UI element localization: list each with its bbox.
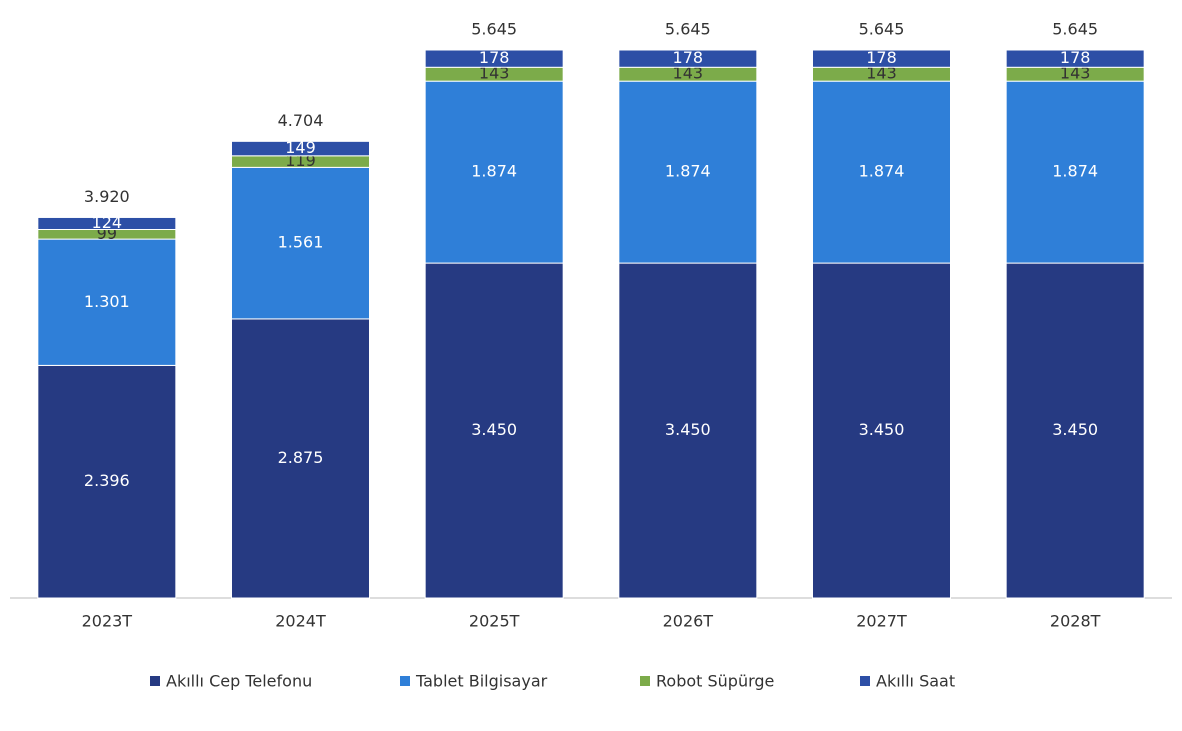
total-label: 5.645: [665, 20, 711, 39]
x-tick-label: 2027T: [856, 612, 907, 631]
data-label: 178: [479, 48, 510, 67]
total-label: 5.645: [1052, 20, 1098, 39]
legend-label: Tablet Bilgisayar: [415, 672, 548, 691]
total-label: 5.645: [471, 20, 517, 39]
data-label: 1.874: [859, 162, 905, 181]
bar-segment: [37, 364, 177, 599]
bar-segment: [618, 80, 758, 264]
data-label: 1.874: [1052, 162, 1098, 181]
bar-segment: [424, 49, 564, 68]
data-label: 149: [285, 138, 316, 157]
data-label: 124: [92, 213, 123, 232]
bar-segment: [231, 318, 370, 599]
data-label: 1.874: [665, 162, 711, 181]
legend-label: Robot Süpürge: [656, 672, 774, 691]
data-label: 143: [479, 64, 510, 83]
x-tick-label: 2028T: [1050, 612, 1101, 631]
bar-segment: [618, 49, 758, 68]
bar-segment: [37, 216, 177, 230]
data-label: 1.301: [84, 292, 130, 311]
x-tick-label: 2025T: [469, 612, 520, 631]
bar-segment: [812, 262, 951, 599]
data-label: 2.396: [84, 471, 130, 490]
data-label: 143: [866, 64, 897, 83]
legend-label: Akıllı Cep Telefonu: [166, 672, 312, 691]
bar-segment: [618, 262, 758, 599]
x-tick-label: 2023T: [82, 612, 133, 631]
bar-segment: [1005, 49, 1145, 68]
data-label: 3.450: [471, 420, 517, 439]
data-label: 1.874: [471, 162, 517, 181]
bar-segment: [812, 80, 951, 264]
data-label: 1.561: [278, 233, 324, 252]
total-label: 4.704: [278, 111, 324, 130]
total-label: 3.920: [84, 187, 130, 206]
legend-swatch: [860, 676, 870, 686]
data-label: 178: [1060, 48, 1091, 67]
bar-segment: [424, 80, 564, 264]
data-label: 3.450: [665, 420, 711, 439]
bar-segment: [1005, 80, 1145, 264]
total-label: 5.645: [859, 20, 905, 39]
bar-segment: [812, 49, 951, 68]
data-label: 3.450: [1052, 420, 1098, 439]
x-tick-label: 2024T: [275, 612, 326, 631]
data-label: 178: [673, 48, 704, 67]
legend-label: Akıllı Saat: [876, 672, 955, 691]
legend-swatch: [400, 676, 410, 686]
legend-swatch: [150, 676, 160, 686]
bar-segment: [424, 262, 564, 599]
data-label: 3.450: [859, 420, 905, 439]
bar-segment: [231, 166, 370, 320]
bar-segment: [1005, 262, 1145, 599]
bar-segment: [231, 140, 370, 157]
data-label: 143: [1060, 64, 1091, 83]
bar-segment: [37, 238, 177, 366]
data-label: 178: [866, 48, 897, 67]
legend-swatch: [640, 676, 650, 686]
x-tick-label: 2026T: [663, 612, 714, 631]
data-label: 2.875: [278, 448, 324, 467]
data-label: 143: [673, 64, 704, 83]
